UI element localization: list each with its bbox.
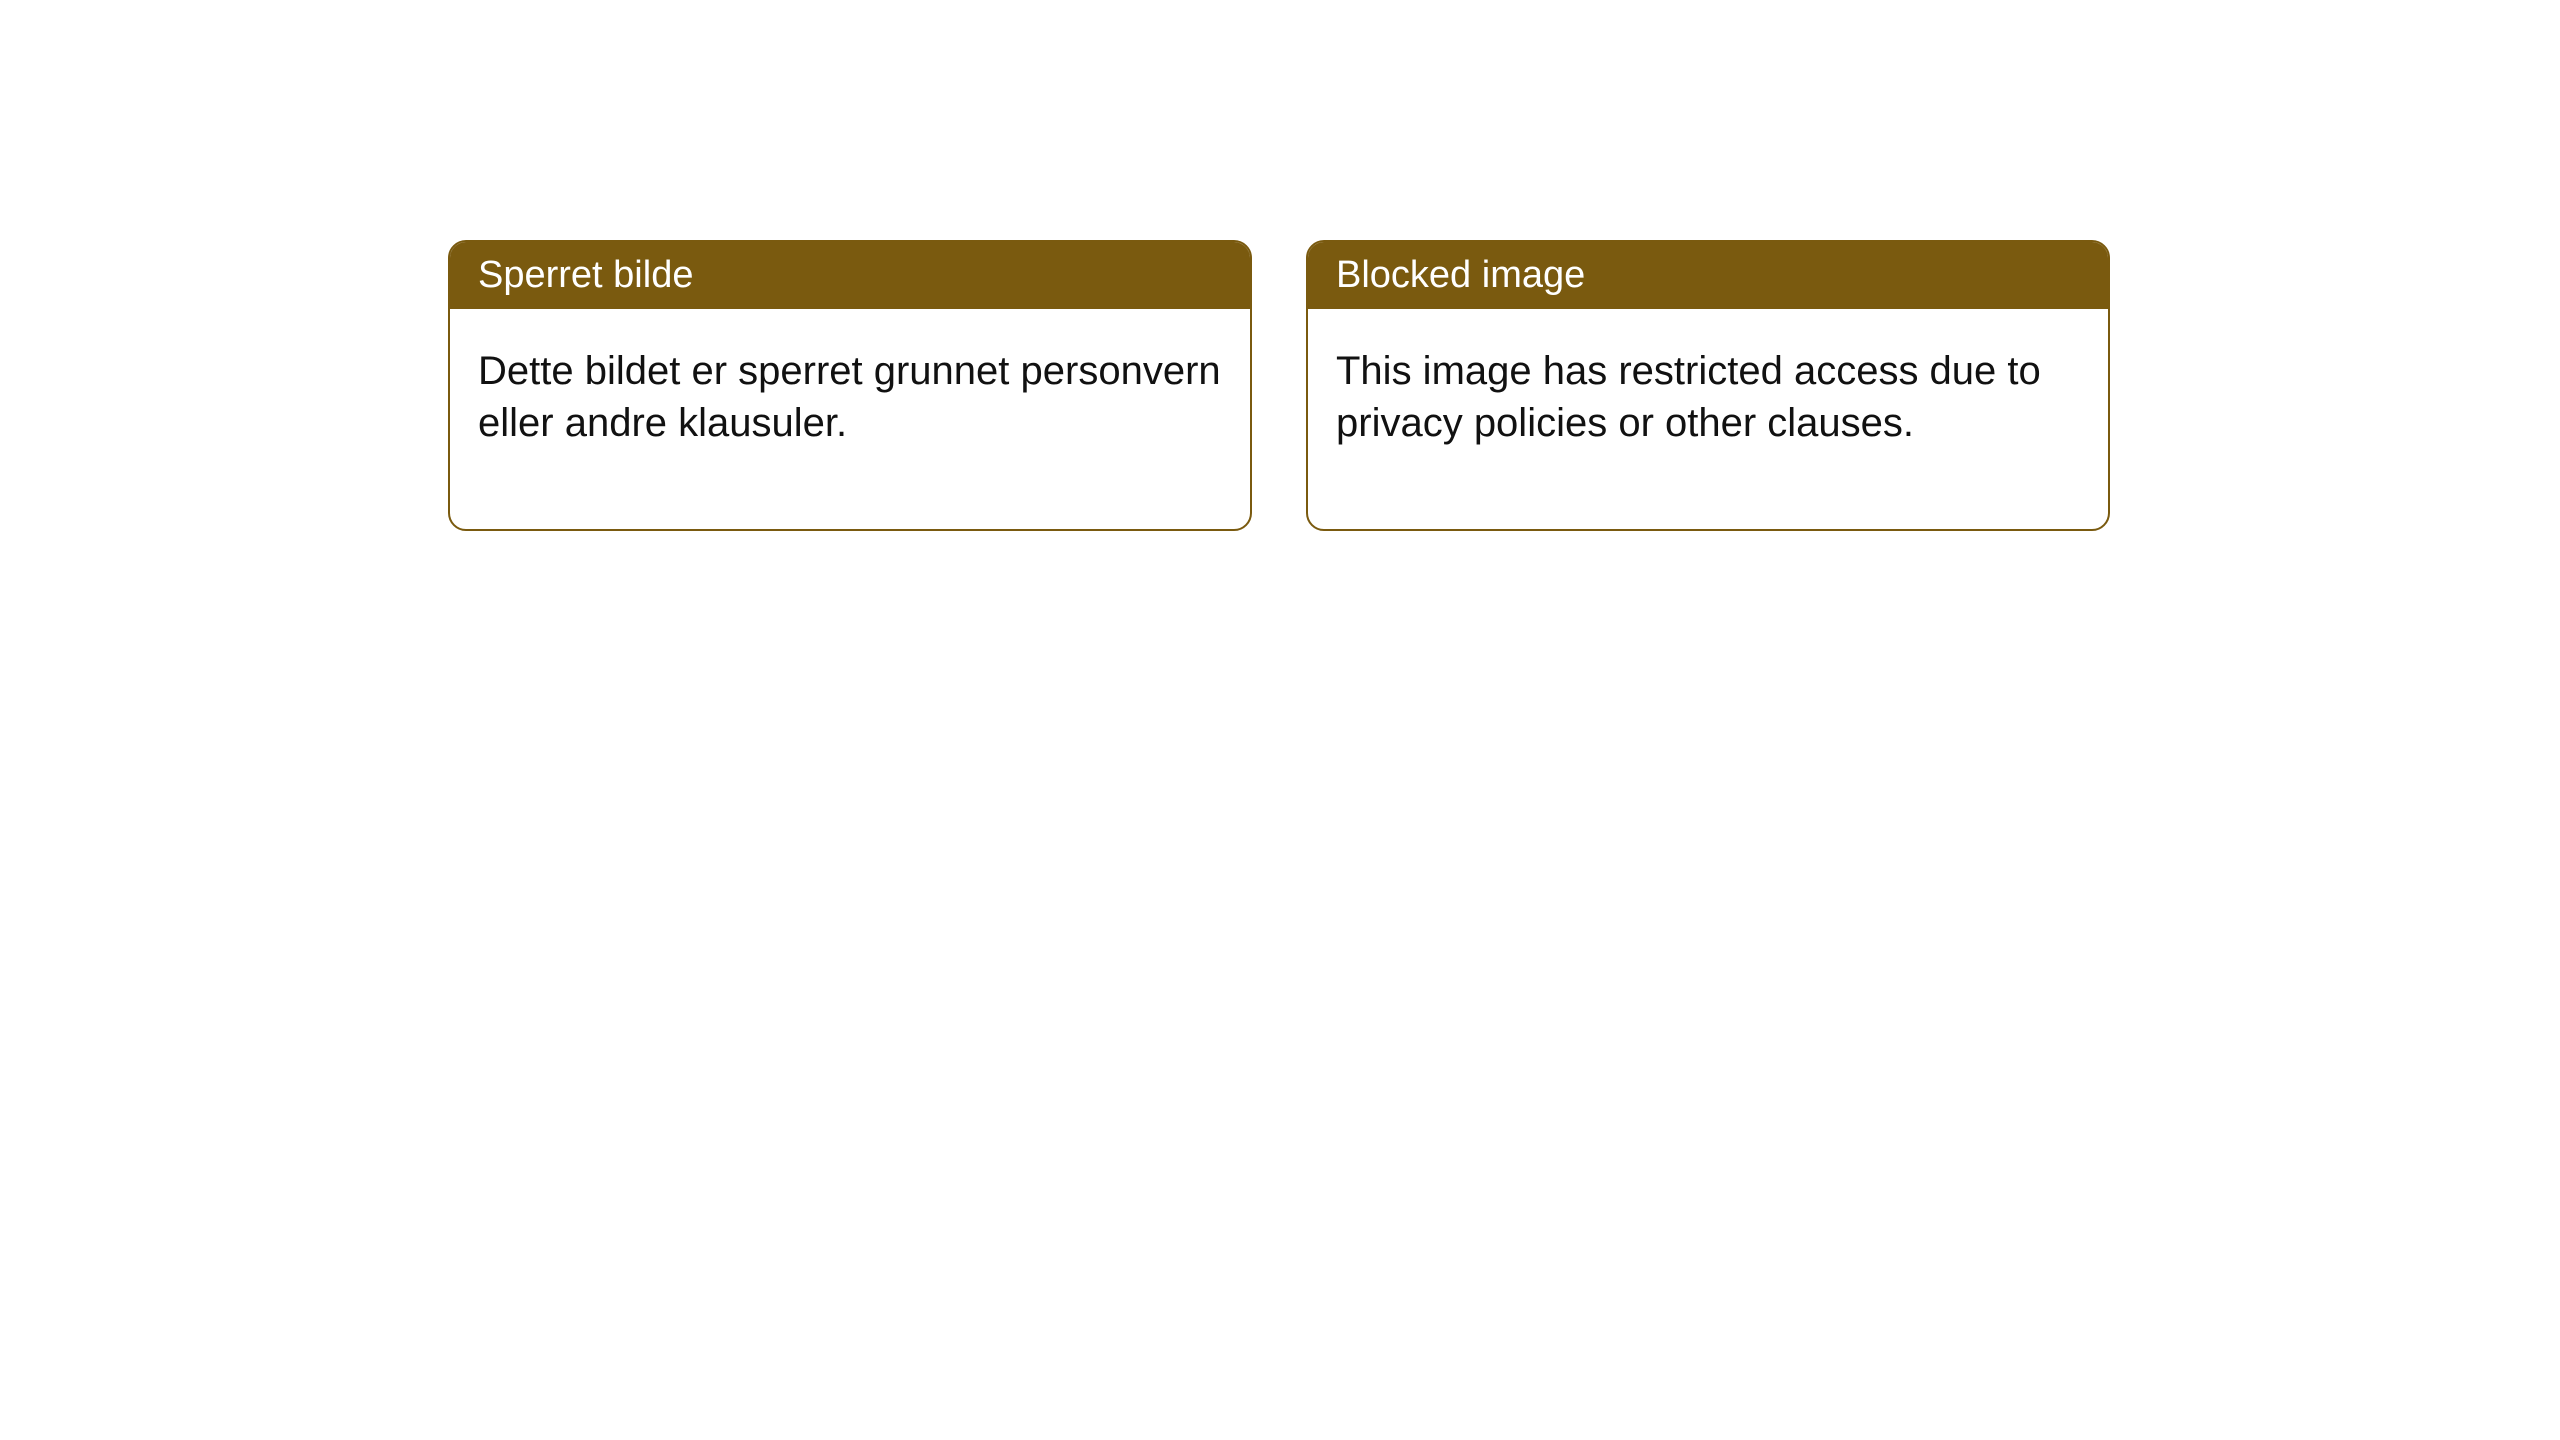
card-body-text-english: This image has restricted access due to … [1336, 349, 2041, 445]
notice-cards-container: Sperret bilde Dette bildet er sperret gr… [0, 0, 2560, 531]
card-body-english: This image has restricted access due to … [1308, 309, 2108, 529]
card-title-norwegian: Sperret bilde [478, 254, 693, 296]
card-header-norwegian: Sperret bilde [450, 242, 1250, 309]
card-body-text-norwegian: Dette bildet er sperret grunnet personve… [478, 349, 1221, 445]
card-header-english: Blocked image [1308, 242, 2108, 309]
card-title-english: Blocked image [1336, 254, 1585, 296]
blocked-image-card-english: Blocked image This image has restricted … [1306, 240, 2110, 531]
blocked-image-card-norwegian: Sperret bilde Dette bildet er sperret gr… [448, 240, 1252, 531]
card-body-norwegian: Dette bildet er sperret grunnet personve… [450, 309, 1250, 529]
